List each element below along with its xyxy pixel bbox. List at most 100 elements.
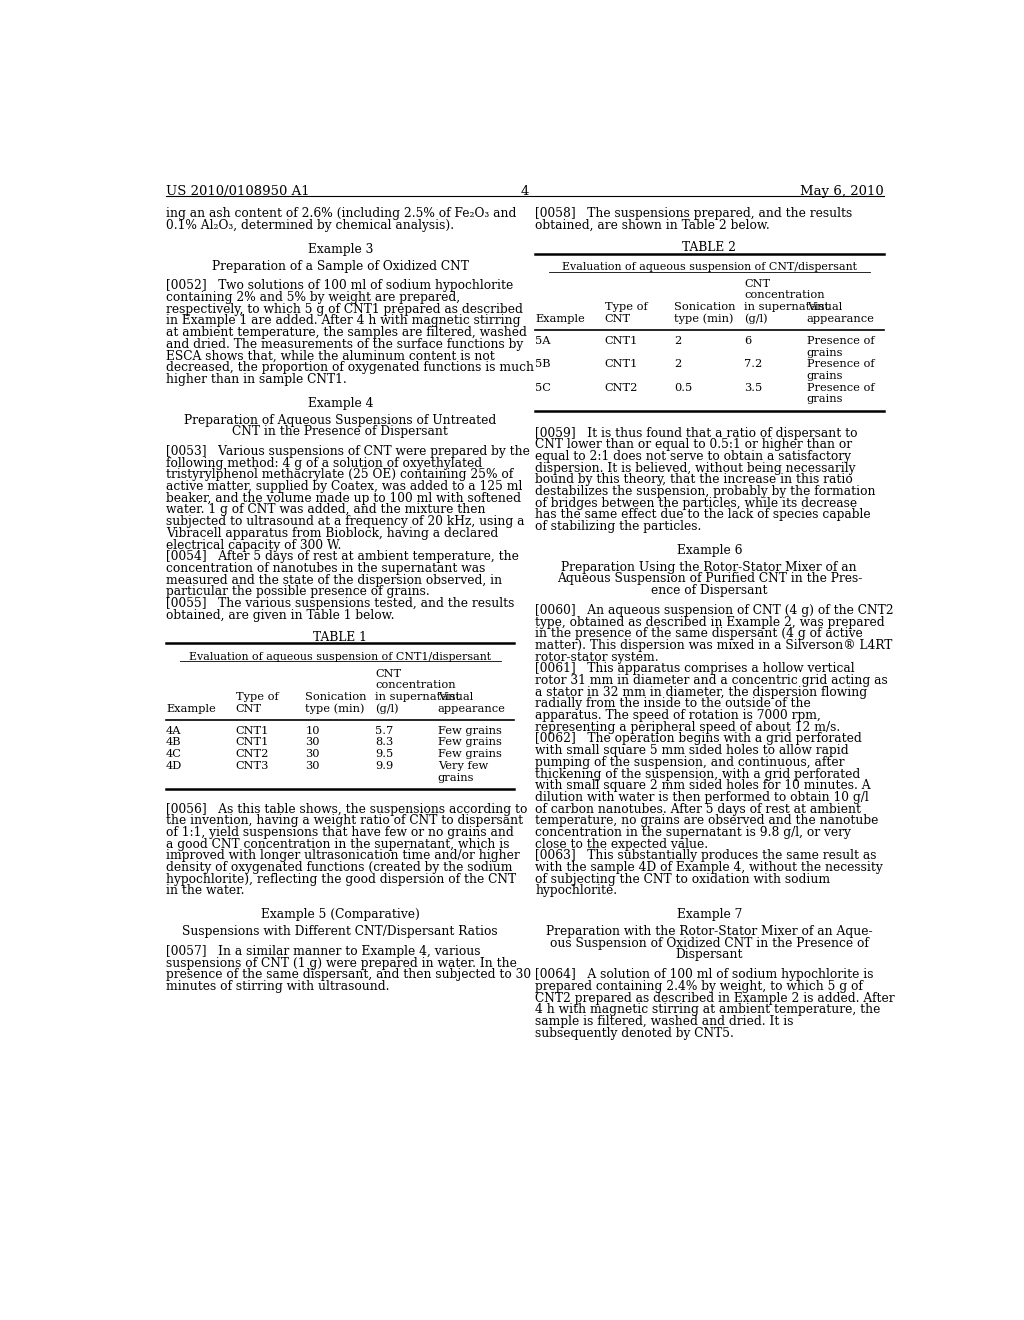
Text: Presence of: Presence of xyxy=(807,359,874,370)
Text: CNT: CNT xyxy=(605,314,631,323)
Text: TABLE 1: TABLE 1 xyxy=(313,631,368,644)
Text: Preparation of a Sample of Oxidized CNT: Preparation of a Sample of Oxidized CNT xyxy=(212,260,469,272)
Text: minutes of stirring with ultrasound.: minutes of stirring with ultrasound. xyxy=(166,979,389,993)
Text: grains: grains xyxy=(807,371,844,381)
Text: Sonication: Sonication xyxy=(305,692,367,702)
Text: CNT: CNT xyxy=(375,668,401,678)
Text: following method: 4 g of a solution of oxyethylated: following method: 4 g of a solution of o… xyxy=(166,457,482,470)
Text: Preparation of Aqueous Suspensions of Untreated: Preparation of Aqueous Suspensions of Un… xyxy=(184,413,497,426)
Text: CNT3: CNT3 xyxy=(236,760,269,771)
Text: CNT2: CNT2 xyxy=(236,750,269,759)
Text: appearance: appearance xyxy=(807,314,874,323)
Text: of subjecting the CNT to oxidation with sodium: of subjecting the CNT to oxidation with … xyxy=(536,873,830,886)
Text: US 2010/0108950 A1: US 2010/0108950 A1 xyxy=(166,185,309,198)
Text: 8.3: 8.3 xyxy=(375,738,393,747)
Text: hypochlorite), reflecting the good dispersion of the CNT: hypochlorite), reflecting the good dispe… xyxy=(166,873,516,886)
Text: sample is filtered, washed and dried. It is: sample is filtered, washed and dried. It… xyxy=(536,1015,794,1028)
Text: ing an ash content of 2.6% (including 2.5% of Fe₂O₃ and: ing an ash content of 2.6% (including 2.… xyxy=(166,207,516,220)
Text: CNT1: CNT1 xyxy=(236,738,269,747)
Text: ous Suspension of Oxidized CNT in the Presence of: ous Suspension of Oxidized CNT in the Pr… xyxy=(550,937,868,949)
Text: Visual: Visual xyxy=(438,692,473,702)
Text: CNT lower than or equal to 0.5:1 or higher than or: CNT lower than or equal to 0.5:1 or high… xyxy=(536,438,852,451)
Text: Very few: Very few xyxy=(438,760,488,771)
Text: the invention, having a weight ratio of CNT to dispersant: the invention, having a weight ratio of … xyxy=(166,814,523,828)
Text: Preparation with the Rotor-Stator Mixer of an Aque-: Preparation with the Rotor-Stator Mixer … xyxy=(546,925,872,939)
Text: ESCA shows that, while the aluminum content is not: ESCA shows that, while the aluminum cont… xyxy=(166,350,495,363)
Text: CNT1: CNT1 xyxy=(605,337,638,346)
Text: Example 7: Example 7 xyxy=(677,908,742,921)
Text: [0054]   After 5 days of rest at ambient temperature, the: [0054] After 5 days of rest at ambient t… xyxy=(166,550,519,564)
Text: CNT: CNT xyxy=(236,704,262,714)
Text: 2: 2 xyxy=(675,337,682,346)
Text: 5C: 5C xyxy=(536,383,551,393)
Text: hypochlorite.: hypochlorite. xyxy=(536,884,617,898)
Text: 5.7: 5.7 xyxy=(375,726,393,735)
Text: concentration of nanotubes in the supernatant was: concentration of nanotubes in the supern… xyxy=(166,562,485,576)
Text: 0.5: 0.5 xyxy=(675,383,692,393)
Text: type, obtained as described in Example 2, was prepared: type, obtained as described in Example 2… xyxy=(536,615,885,628)
Text: pumping of the suspension, and continuous, after: pumping of the suspension, and continuou… xyxy=(536,756,845,768)
Text: Few grains: Few grains xyxy=(438,738,502,747)
Text: and dried. The measurements of the surface functions by: and dried. The measurements of the surfa… xyxy=(166,338,523,351)
Text: rotor-stator system.: rotor-stator system. xyxy=(536,651,658,664)
Text: Aqueous Suspension of Purified CNT in the Pres-: Aqueous Suspension of Purified CNT in th… xyxy=(557,573,862,585)
Text: Example 5 (Comparative): Example 5 (Comparative) xyxy=(261,908,420,921)
Text: CNT: CNT xyxy=(744,279,770,289)
Text: bound by this theory, that the increase in this ratio: bound by this theory, that the increase … xyxy=(536,474,853,486)
Text: apparatus. The speed of rotation is 7000 rpm,: apparatus. The speed of rotation is 7000… xyxy=(536,709,821,722)
Text: 30: 30 xyxy=(305,750,319,759)
Text: Example: Example xyxy=(166,704,216,714)
Text: 4 h with magnetic stirring at ambient temperature, the: 4 h with magnetic stirring at ambient te… xyxy=(536,1003,881,1016)
Text: water. 1 g of CNT was added, and the mixture then: water. 1 g of CNT was added, and the mix… xyxy=(166,503,485,516)
Text: 4C: 4C xyxy=(166,750,182,759)
Text: Few grains: Few grains xyxy=(438,726,502,735)
Text: dispersion. It is believed, without being necessarily: dispersion. It is believed, without bein… xyxy=(536,462,856,475)
Text: suspensions of CNT (1 g) were prepared in water. In the: suspensions of CNT (1 g) were prepared i… xyxy=(166,957,517,970)
Text: type (min): type (min) xyxy=(675,314,734,325)
Text: 4: 4 xyxy=(520,185,529,198)
Text: 9.9: 9.9 xyxy=(375,760,393,771)
Text: 30: 30 xyxy=(305,760,319,771)
Text: Evaluation of aqueous suspension of CNT/dispersant: Evaluation of aqueous suspension of CNT/… xyxy=(562,261,857,272)
Text: 5A: 5A xyxy=(536,337,551,346)
Text: [0064]   A solution of 100 ml of sodium hypochlorite is: [0064] A solution of 100 ml of sodium hy… xyxy=(536,969,873,981)
Text: CNT2: CNT2 xyxy=(605,383,638,393)
Text: rotor 31 mm in diameter and a concentric grid acting as: rotor 31 mm in diameter and a concentric… xyxy=(536,675,888,686)
Text: May 6, 2010: May 6, 2010 xyxy=(800,185,884,198)
Text: equal to 2:1 does not serve to obtain a satisfactory: equal to 2:1 does not serve to obtain a … xyxy=(536,450,851,463)
Text: [0059]   It is thus found that a ratio of dispersant to: [0059] It is thus found that a ratio of … xyxy=(536,426,858,440)
Text: Evaluation of aqueous suspension of CNT1/dispersant: Evaluation of aqueous suspension of CNT1… xyxy=(189,652,492,661)
Text: radially from the inside to the outside of the: radially from the inside to the outside … xyxy=(536,697,811,710)
Text: with small square 5 mm sided holes to allow rapid: with small square 5 mm sided holes to al… xyxy=(536,744,849,758)
Text: [0063]   This substantially produces the same result as: [0063] This substantially produces the s… xyxy=(536,849,877,862)
Text: Type of: Type of xyxy=(236,692,279,702)
Text: Sonication: Sonication xyxy=(675,302,736,312)
Text: in supernatant: in supernatant xyxy=(744,302,829,312)
Text: 30: 30 xyxy=(305,738,319,747)
Text: dilution with water is then performed to obtain 10 g/l: dilution with water is then performed to… xyxy=(536,791,869,804)
Text: grains: grains xyxy=(807,347,844,358)
Text: in the water.: in the water. xyxy=(166,884,245,898)
Text: matter). This dispersion was mixed in a Silverson® L4RT: matter). This dispersion was mixed in a … xyxy=(536,639,893,652)
Text: in Example 1 are added. After 4 h with magnetic stirring: in Example 1 are added. After 4 h with m… xyxy=(166,314,520,327)
Text: concentration: concentration xyxy=(744,290,824,301)
Text: 0.1% Al₂O₃, determined by chemical analysis).: 0.1% Al₂O₃, determined by chemical analy… xyxy=(166,219,455,232)
Text: obtained, are given in Table 1 below.: obtained, are given in Table 1 below. xyxy=(166,609,394,622)
Text: Example 3: Example 3 xyxy=(307,243,373,256)
Text: with small square 2 mm sided holes for 10 minutes. A: with small square 2 mm sided holes for 1… xyxy=(536,779,870,792)
Text: Visual: Visual xyxy=(807,302,842,312)
Text: Example 6: Example 6 xyxy=(677,544,742,557)
Text: ence of Dispersant: ence of Dispersant xyxy=(651,583,768,597)
Text: Vibracell apparatus from Bioblock, having a declared: Vibracell apparatus from Bioblock, havin… xyxy=(166,527,499,540)
Text: CNT2 prepared as described in Example 2 is added. After: CNT2 prepared as described in Example 2 … xyxy=(536,991,895,1005)
Text: (g/l): (g/l) xyxy=(375,704,398,714)
Text: higher than in sample CNT1.: higher than in sample CNT1. xyxy=(166,372,347,385)
Text: particular the possible presence of grains.: particular the possible presence of grai… xyxy=(166,585,430,598)
Text: Example: Example xyxy=(536,314,585,323)
Text: Few grains: Few grains xyxy=(438,750,502,759)
Text: prepared containing 2.4% by weight, to which 5 g of: prepared containing 2.4% by weight, to w… xyxy=(536,979,863,993)
Text: [0057]   In a similar manner to Example 4, various: [0057] In a similar manner to Example 4,… xyxy=(166,945,480,958)
Text: of 1:1, yield suspensions that have few or no grains and: of 1:1, yield suspensions that have few … xyxy=(166,826,514,840)
Text: at ambient temperature, the samples are filtered, washed: at ambient temperature, the samples are … xyxy=(166,326,527,339)
Text: in the presence of the same dispersant (4 g of active: in the presence of the same dispersant (… xyxy=(536,627,863,640)
